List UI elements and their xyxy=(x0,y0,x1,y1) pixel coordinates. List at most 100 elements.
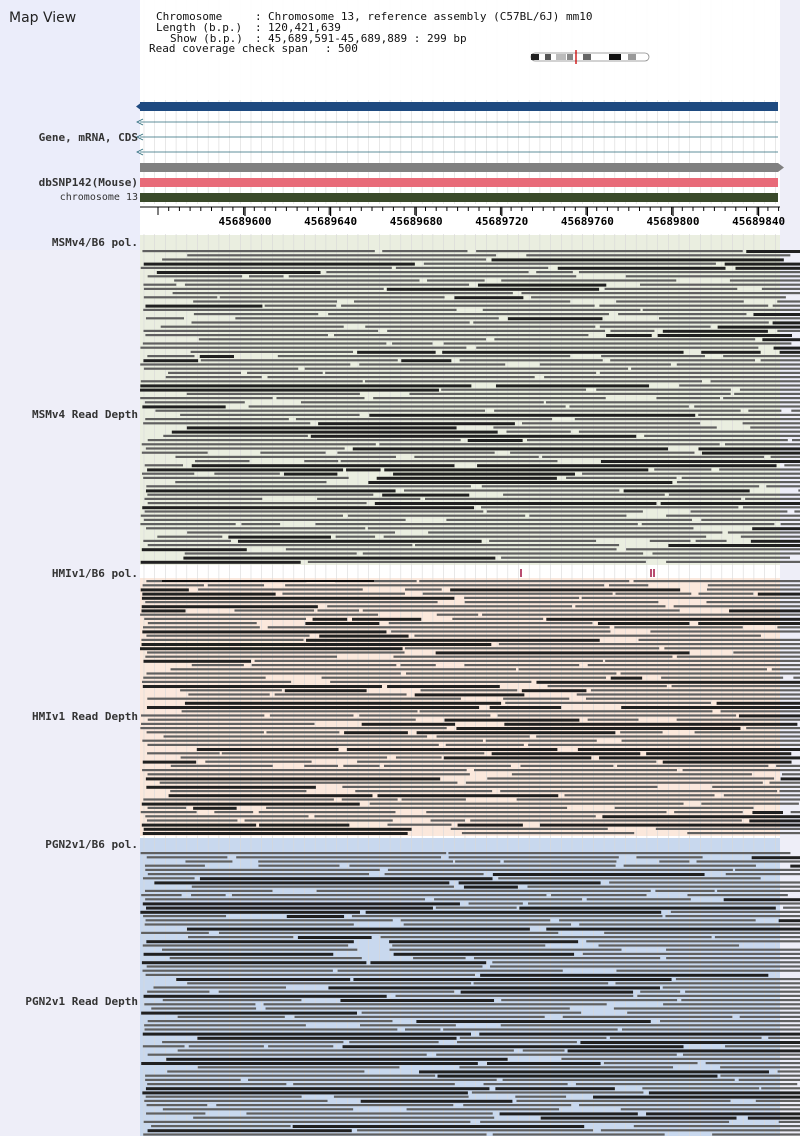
msm-read xyxy=(140,560,301,564)
pgn-read xyxy=(717,889,800,892)
msm-read xyxy=(143,367,299,370)
pgn-read xyxy=(140,852,447,855)
pgn-read xyxy=(191,885,454,888)
msm-read xyxy=(690,510,788,513)
msm-read xyxy=(791,409,800,412)
pgn-read xyxy=(145,898,426,901)
read-alignments xyxy=(140,250,800,1136)
msm-read xyxy=(357,350,436,354)
hmi-read xyxy=(144,617,306,620)
hmi-read xyxy=(536,735,800,738)
pgn-read xyxy=(637,994,800,997)
ruler-tick-label: 45689840 xyxy=(732,215,785,228)
pgn-read xyxy=(459,1036,607,1039)
hmi-read xyxy=(141,680,292,683)
msm-read xyxy=(142,250,375,253)
msm-read xyxy=(666,560,800,563)
hmi-read xyxy=(344,731,408,735)
msm-read xyxy=(494,409,741,412)
pgn-read xyxy=(380,936,712,939)
msm-read xyxy=(168,371,241,374)
pgn-read xyxy=(460,990,634,994)
pgn-read xyxy=(361,1011,582,1014)
hmi-read xyxy=(682,769,800,772)
hmi-read xyxy=(147,651,405,654)
pgn-read xyxy=(579,923,800,926)
pgn-read xyxy=(294,1015,545,1018)
msm-read xyxy=(425,497,742,500)
pgn-read xyxy=(153,986,286,989)
msm-read xyxy=(659,317,800,320)
hmi-read xyxy=(793,676,800,679)
pgn-read xyxy=(457,1041,577,1044)
hmi-read xyxy=(205,760,312,763)
msm-read xyxy=(481,485,760,488)
hmi-read xyxy=(359,714,491,717)
msm-read xyxy=(365,325,596,328)
msm-read xyxy=(578,271,800,274)
pgn-read xyxy=(660,1020,800,1023)
msm-read xyxy=(162,258,487,261)
pgn-read xyxy=(648,1091,800,1095)
pgn-read xyxy=(473,982,609,985)
pgn-read xyxy=(167,1070,365,1073)
pgn-read xyxy=(435,906,517,909)
pgn-read xyxy=(359,1024,456,1027)
pgn-read xyxy=(559,919,756,922)
pgn-read xyxy=(144,923,354,926)
msm-read xyxy=(616,300,744,303)
hmi-read xyxy=(362,609,680,612)
pgn-read xyxy=(500,1024,800,1027)
hmi-read xyxy=(638,638,800,641)
dbsnp-arrow-icon xyxy=(778,163,784,172)
hmi-read xyxy=(597,622,690,625)
msm-read xyxy=(529,514,627,517)
msm-read xyxy=(145,304,263,308)
hmi-read xyxy=(146,785,316,789)
msm-read xyxy=(194,460,250,463)
hmi-read xyxy=(346,748,558,751)
pgn-read xyxy=(515,1095,567,1098)
msm-read xyxy=(545,401,800,404)
pgn-read xyxy=(419,1070,769,1074)
hmi-read xyxy=(452,617,544,620)
msm-read xyxy=(441,388,587,391)
pgn-read xyxy=(777,1070,800,1073)
msm-read xyxy=(143,518,406,521)
hmi-read xyxy=(142,832,408,835)
hmi-read xyxy=(436,735,530,738)
msm-read xyxy=(454,296,524,300)
hmi-read xyxy=(701,802,799,805)
msm-read xyxy=(317,497,421,500)
ruler-tick-label: 45689640 xyxy=(304,215,357,228)
hmi-read xyxy=(170,668,517,671)
hmi-read xyxy=(334,580,417,583)
pgn-read xyxy=(191,894,226,897)
msm-read xyxy=(521,292,800,295)
msm-read xyxy=(676,481,800,484)
hmi-read xyxy=(430,819,465,822)
hmi-read xyxy=(387,823,452,826)
pgn-read xyxy=(434,898,583,901)
pgn-read xyxy=(600,1129,800,1132)
msm-read xyxy=(582,472,800,475)
pgn-read xyxy=(685,990,800,993)
pgn-read xyxy=(147,1020,393,1023)
msm-read xyxy=(507,317,603,321)
msm-read xyxy=(660,502,800,505)
pgn-read xyxy=(458,881,601,885)
hmi-read xyxy=(140,613,379,616)
hmi-read xyxy=(706,588,800,591)
msm-read xyxy=(249,275,284,278)
msm-read xyxy=(750,426,800,429)
pgn-read xyxy=(142,902,460,906)
hmi-read xyxy=(146,634,310,637)
msm-read xyxy=(506,430,571,433)
ideogram-band xyxy=(628,54,636,60)
pgn-read xyxy=(473,957,661,960)
msm-read xyxy=(414,455,539,458)
hmi-read xyxy=(142,760,197,764)
hmi-read xyxy=(140,727,447,730)
pgn-read xyxy=(687,894,788,897)
